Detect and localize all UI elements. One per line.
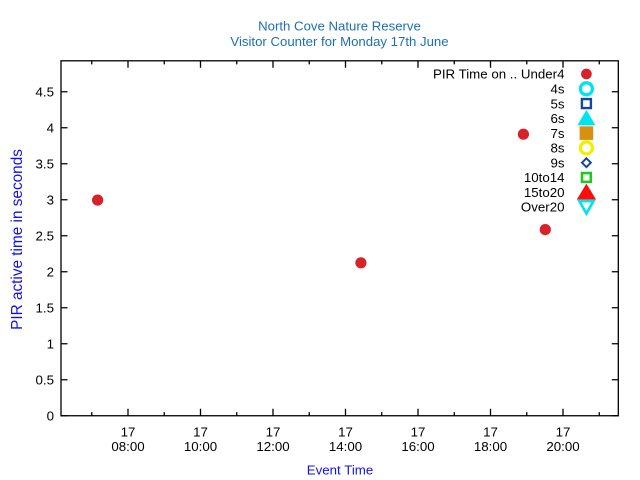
svg-text:4.5: 4.5 — [36, 84, 55, 99]
svg-text:Visitor Counter for Monday 17t: Visitor Counter for Monday 17th June — [230, 34, 448, 49]
svg-text:17: 17 — [483, 424, 498, 439]
svg-text:17: 17 — [121, 424, 136, 439]
svg-text:7s: 7s — [550, 126, 564, 141]
svg-text:10to14: 10to14 — [524, 170, 565, 185]
svg-text:6s: 6s — [550, 111, 564, 126]
svg-text:9s: 9s — [550, 155, 564, 170]
svg-text:17: 17 — [266, 424, 281, 439]
svg-text:20:00: 20:00 — [546, 439, 579, 454]
svg-text:17: 17 — [193, 424, 208, 439]
svg-text:1: 1 — [47, 336, 54, 351]
svg-text:4: 4 — [47, 120, 54, 135]
svg-text:15to20: 15to20 — [524, 185, 565, 200]
svg-text:5s: 5s — [550, 96, 564, 111]
svg-text:PIR active time in seconds: PIR active time in seconds — [9, 149, 26, 330]
svg-text:North Cove Nature Reserve: North Cove Nature Reserve — [258, 19, 421, 34]
svg-text:14:00: 14:00 — [329, 439, 362, 454]
svg-text:2.5: 2.5 — [36, 228, 55, 243]
svg-text:Over20: Over20 — [521, 200, 565, 215]
svg-text:17: 17 — [338, 424, 353, 439]
svg-text:17: 17 — [556, 424, 571, 439]
svg-text:17: 17 — [411, 424, 426, 439]
svg-text:1.5: 1.5 — [36, 300, 55, 315]
svg-text:PIR Time on .. Under4: PIR Time on .. Under4 — [433, 67, 565, 82]
svg-text:3: 3 — [47, 192, 54, 207]
svg-text:08:00: 08:00 — [111, 439, 144, 454]
svg-text:16:00: 16:00 — [401, 439, 434, 454]
svg-text:2: 2 — [47, 264, 54, 279]
svg-text:4s: 4s — [550, 81, 564, 96]
svg-text:12:00: 12:00 — [256, 439, 289, 454]
svg-text:Event Time: Event Time — [307, 462, 374, 477]
svg-text:10:00: 10:00 — [184, 439, 217, 454]
svg-text:0.5: 0.5 — [36, 372, 55, 387]
svg-text:18:00: 18:00 — [474, 439, 507, 454]
svg-text:8s: 8s — [550, 141, 564, 156]
svg-text:0: 0 — [47, 408, 54, 423]
svg-text:3.5: 3.5 — [36, 156, 55, 171]
